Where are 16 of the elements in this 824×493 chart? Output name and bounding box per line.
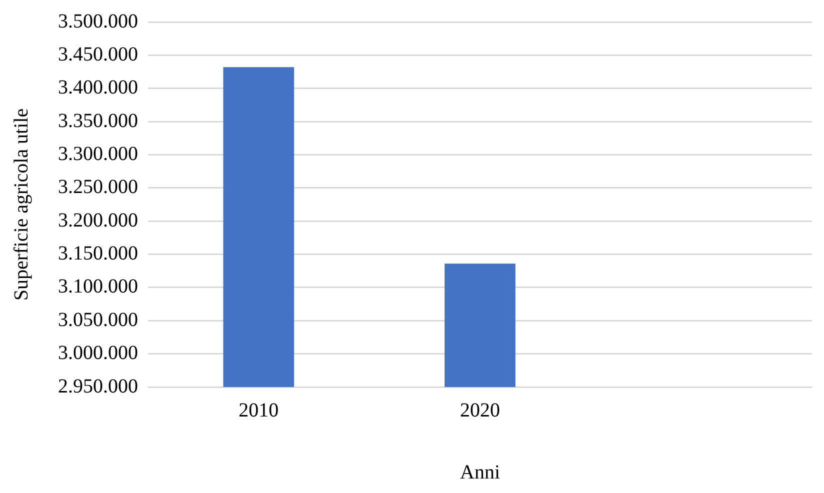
y-tick-label: 3.450.000	[58, 43, 138, 66]
x-axis-title: Anni	[460, 461, 500, 484]
x-tick-label: 2020	[460, 399, 500, 422]
y-tick-label: 3.250.000	[58, 176, 138, 198]
y-tick-label: 2.950.000	[58, 375, 138, 398]
y-tick-label: 3.000.000	[58, 342, 138, 364]
y-tick-label: 3.500.000	[58, 10, 138, 32]
x-tick-label: 2010	[238, 399, 279, 422]
y-tick-label: 3.150.000	[58, 242, 138, 265]
y-axis-title: Superficie agricola utile	[10, 108, 32, 301]
y-tick-label: 3.400.000	[58, 76, 138, 99]
y-tick-label: 3.050.000	[58, 308, 138, 331]
y-tick-label: 3.350.000	[58, 110, 138, 132]
y-tick-label: 3.100.000	[58, 276, 138, 298]
y-tick-label: 3.200.000	[58, 209, 138, 232]
y-tick-label: 3.300.000	[58, 142, 138, 165]
